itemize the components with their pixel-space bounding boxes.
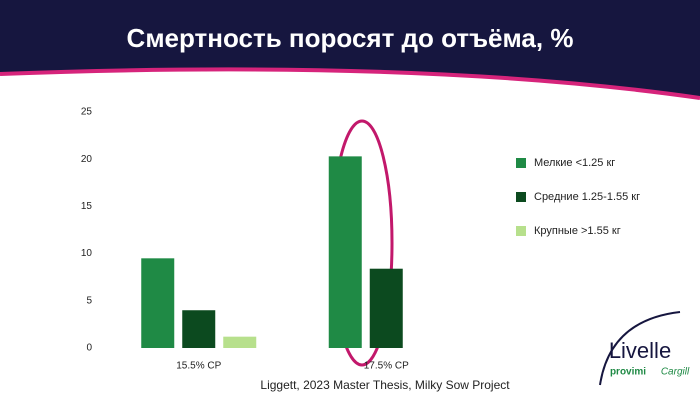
- bar: [223, 336, 257, 348]
- y-tick-label: 10: [81, 248, 93, 259]
- bar: [369, 268, 403, 348]
- logo-partner: provimi: [610, 367, 646, 378]
- bar: [328, 156, 362, 348]
- legend-swatch: [516, 226, 526, 236]
- legend-swatch: [516, 192, 526, 202]
- logo-partner: Cargill: [661, 367, 690, 378]
- y-tick-label: 5: [86, 295, 92, 306]
- y-tick-label: 0: [86, 343, 92, 354]
- logo-brand: Livelle: [609, 338, 671, 363]
- x-tick-label: 15.5% CP: [176, 361, 221, 372]
- logo: Livelle provimi Cargill: [599, 311, 690, 386]
- bar: [141, 258, 175, 348]
- logo-arc: [599, 311, 681, 386]
- legend-swatch: [516, 158, 526, 168]
- header-band: [0, 0, 700, 98]
- x-tick-label: 17.5% CP: [364, 361, 409, 372]
- y-tick-label: 25: [81, 107, 93, 118]
- y-tick-label: 15: [81, 201, 93, 212]
- header-accent: [0, 67, 700, 100]
- chart-title: Смертность поросят до отъёма, %: [127, 23, 574, 53]
- legend-label: Крупные >1.55 кг: [534, 225, 621, 237]
- source-note: Liggett, 2023 Master Thesis, Milky Sow P…: [260, 378, 510, 392]
- bar: [182, 310, 216, 348]
- legend-label: Мелкие <1.25 кг: [534, 157, 615, 169]
- legend-label: Средние 1.25-1.55 кг: [534, 191, 640, 203]
- y-tick-label: 20: [81, 154, 93, 165]
